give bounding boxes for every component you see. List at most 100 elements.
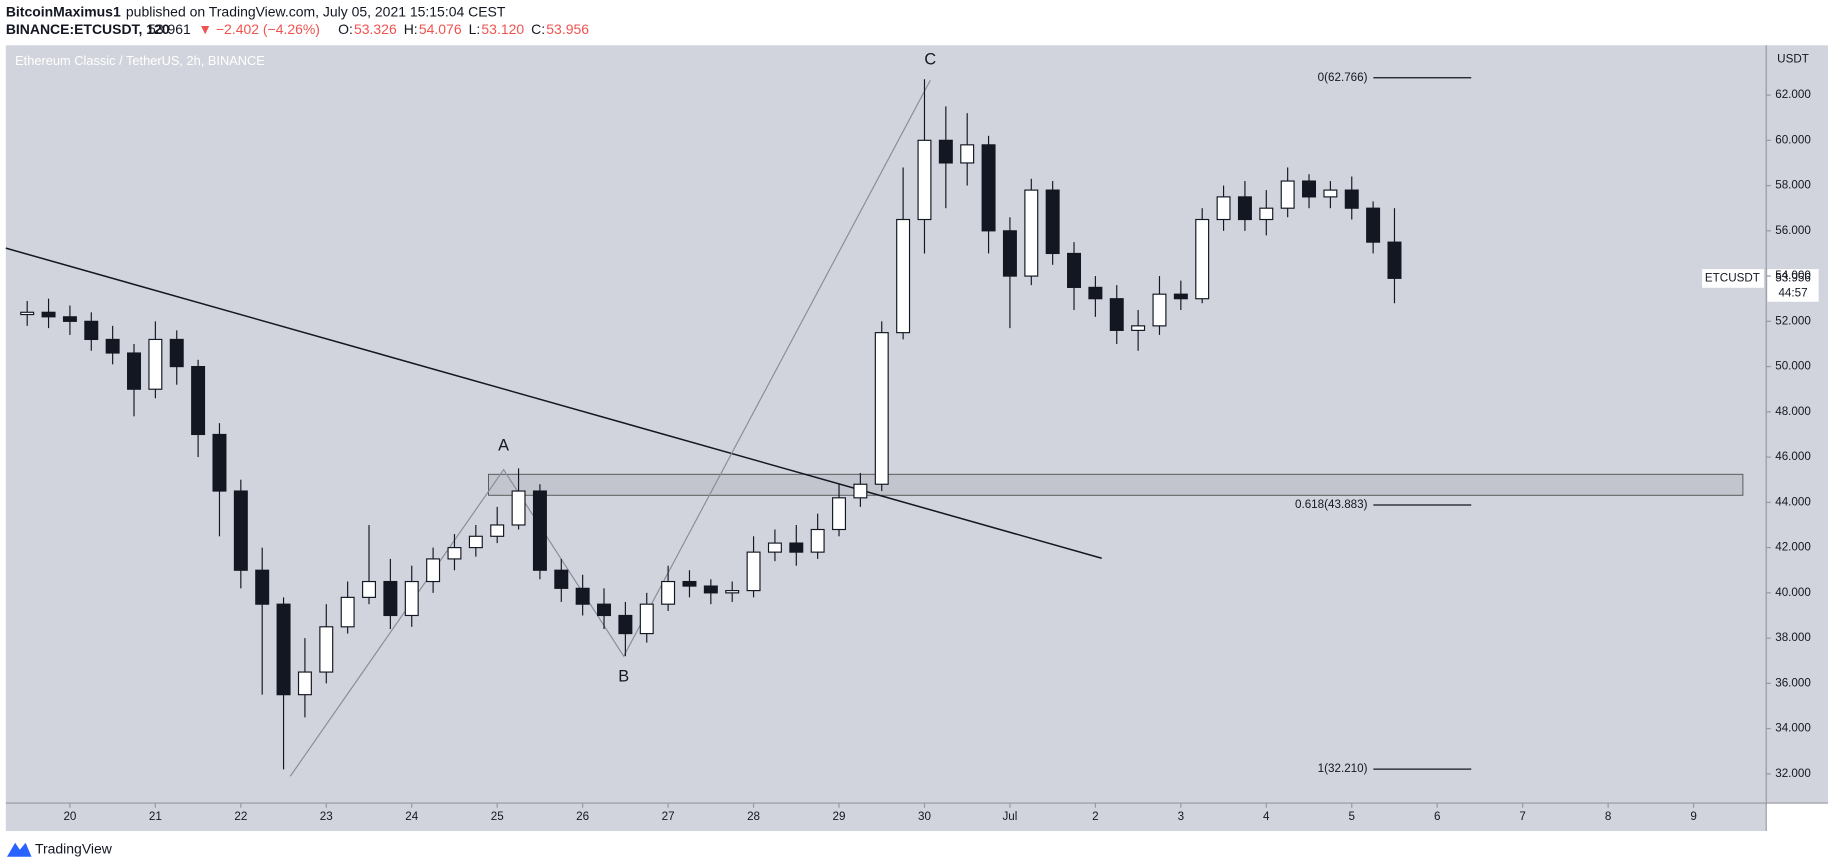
ohlc-key: L: — [469, 21, 481, 37]
x-tick-label: 30 — [918, 810, 931, 823]
ohlc-key: O: — [338, 21, 353, 37]
candle-body — [1195, 218, 1210, 300]
candle-body — [1131, 325, 1146, 331]
candle-body — [917, 139, 932, 221]
candle-body — [767, 542, 782, 553]
candle-body — [874, 332, 889, 485]
y-tick-label: 48.000 — [1775, 405, 1811, 418]
chart-title: Ethereum Classic / TetherUS, 2h, BINANCE — [15, 53, 265, 68]
candle-body — [490, 524, 505, 537]
x-tick-label: 3 — [1178, 810, 1184, 823]
author: BitcoinMaximus1 — [6, 3, 121, 19]
countdown: 44:57 — [1778, 287, 1807, 300]
candle-body — [105, 338, 120, 354]
candle-body — [404, 580, 419, 617]
wave-label: C — [924, 51, 936, 69]
candle-body — [554, 569, 569, 589]
candle-body — [1002, 230, 1017, 277]
candle-body — [169, 338, 184, 368]
wave-line — [289, 79, 931, 777]
x-tick-label: 29 — [833, 810, 846, 823]
candle-body — [1237, 196, 1252, 221]
candle-body — [661, 580, 676, 605]
candle-body — [853, 483, 868, 499]
x-tick-label: 21 — [149, 810, 162, 823]
y-tick-label: 58.000 — [1775, 179, 1811, 192]
zone-box — [488, 473, 1744, 496]
ohlc-value: 53.956 — [546, 21, 589, 37]
candle-body — [1045, 189, 1060, 255]
y-tick-label: 32.000 — [1775, 767, 1811, 780]
candle-body — [960, 144, 975, 164]
y-tick-label: 46.000 — [1775, 450, 1811, 463]
candle-body — [1387, 241, 1402, 279]
candle-body — [703, 585, 718, 594]
price-tag-text: 53.956 — [1775, 272, 1811, 285]
published: published on TradingView.com, July 05, 2… — [126, 3, 506, 19]
y-tick-label: 62.000 — [1775, 88, 1811, 101]
candle-body — [1259, 207, 1274, 221]
candle-body — [1088, 286, 1103, 300]
y-tick-label: 42.000 — [1775, 541, 1811, 554]
x-tick-label: 28 — [747, 810, 760, 823]
price-axis — [1766, 45, 1828, 804]
price: 53.961 — [148, 21, 191, 37]
x-tick-label: 24 — [405, 810, 418, 823]
x-tick-label: 6 — [1434, 810, 1440, 823]
candle-body — [233, 490, 248, 571]
time-axis — [5, 803, 1767, 832]
candle-body — [62, 316, 77, 322]
y-tick-label: 36.000 — [1775, 676, 1811, 689]
ohlc-value: 54.076 — [419, 21, 462, 37]
candle-body — [896, 218, 911, 334]
candle-body — [1302, 180, 1317, 198]
candle-body — [618, 614, 633, 635]
x-tick-label: 20 — [63, 810, 76, 823]
wave-label: A — [498, 437, 509, 455]
y-tick-label: 54.000 — [1775, 269, 1811, 282]
price-tag — [1767, 269, 1819, 302]
candles — [20, 79, 1402, 770]
candle-body — [682, 580, 697, 587]
candle-body — [810, 528, 825, 553]
x-tick-label: 26 — [576, 810, 589, 823]
y-tick-label: 44.000 — [1775, 495, 1811, 508]
candle-body — [340, 596, 355, 628]
x-tick-label: 23 — [320, 810, 333, 823]
candle-body — [1280, 180, 1295, 209]
candle-body — [511, 490, 526, 526]
candle-body — [1366, 207, 1381, 243]
candle-body — [297, 671, 312, 696]
candle-body — [981, 144, 996, 232]
candle-body — [789, 542, 804, 553]
y-tick-label: 34.000 — [1775, 722, 1811, 735]
y-tick-label: 56.000 — [1775, 224, 1811, 237]
logo — [6, 842, 32, 857]
candle-body — [1109, 298, 1124, 331]
brand: TradingView — [35, 840, 113, 856]
fib-label: 1(32.210) — [1318, 762, 1368, 775]
candle-body — [362, 580, 377, 598]
candle-body — [468, 535, 483, 549]
ohlc-value: 53.120 — [481, 21, 524, 37]
y-tick-label: 52.000 — [1775, 314, 1811, 327]
candle-body — [597, 603, 612, 617]
candle-body — [1067, 252, 1082, 288]
candle-body — [127, 352, 142, 390]
ohlc-key: H: — [404, 21, 418, 37]
ohlc: O: 53.326 H: 54.076 L: 53.120 C: 53.956 — [338, 21, 589, 37]
y-tick-label: 40.000 — [1775, 586, 1811, 599]
x-tick-label: 8 — [1605, 810, 1611, 823]
trendline — [5, 247, 1102, 559]
candle-body — [1323, 189, 1338, 198]
candle-body — [1024, 189, 1039, 277]
candle-body — [1152, 293, 1167, 327]
candle-body — [832, 497, 847, 531]
x-tick-label: Jul — [1002, 810, 1017, 823]
candle-body — [383, 580, 398, 617]
ohlc-value: 53.326 — [354, 21, 397, 37]
x-tick-label: 25 — [491, 810, 504, 823]
y-tick-label: 50.000 — [1775, 360, 1811, 373]
candle-body — [41, 311, 56, 318]
